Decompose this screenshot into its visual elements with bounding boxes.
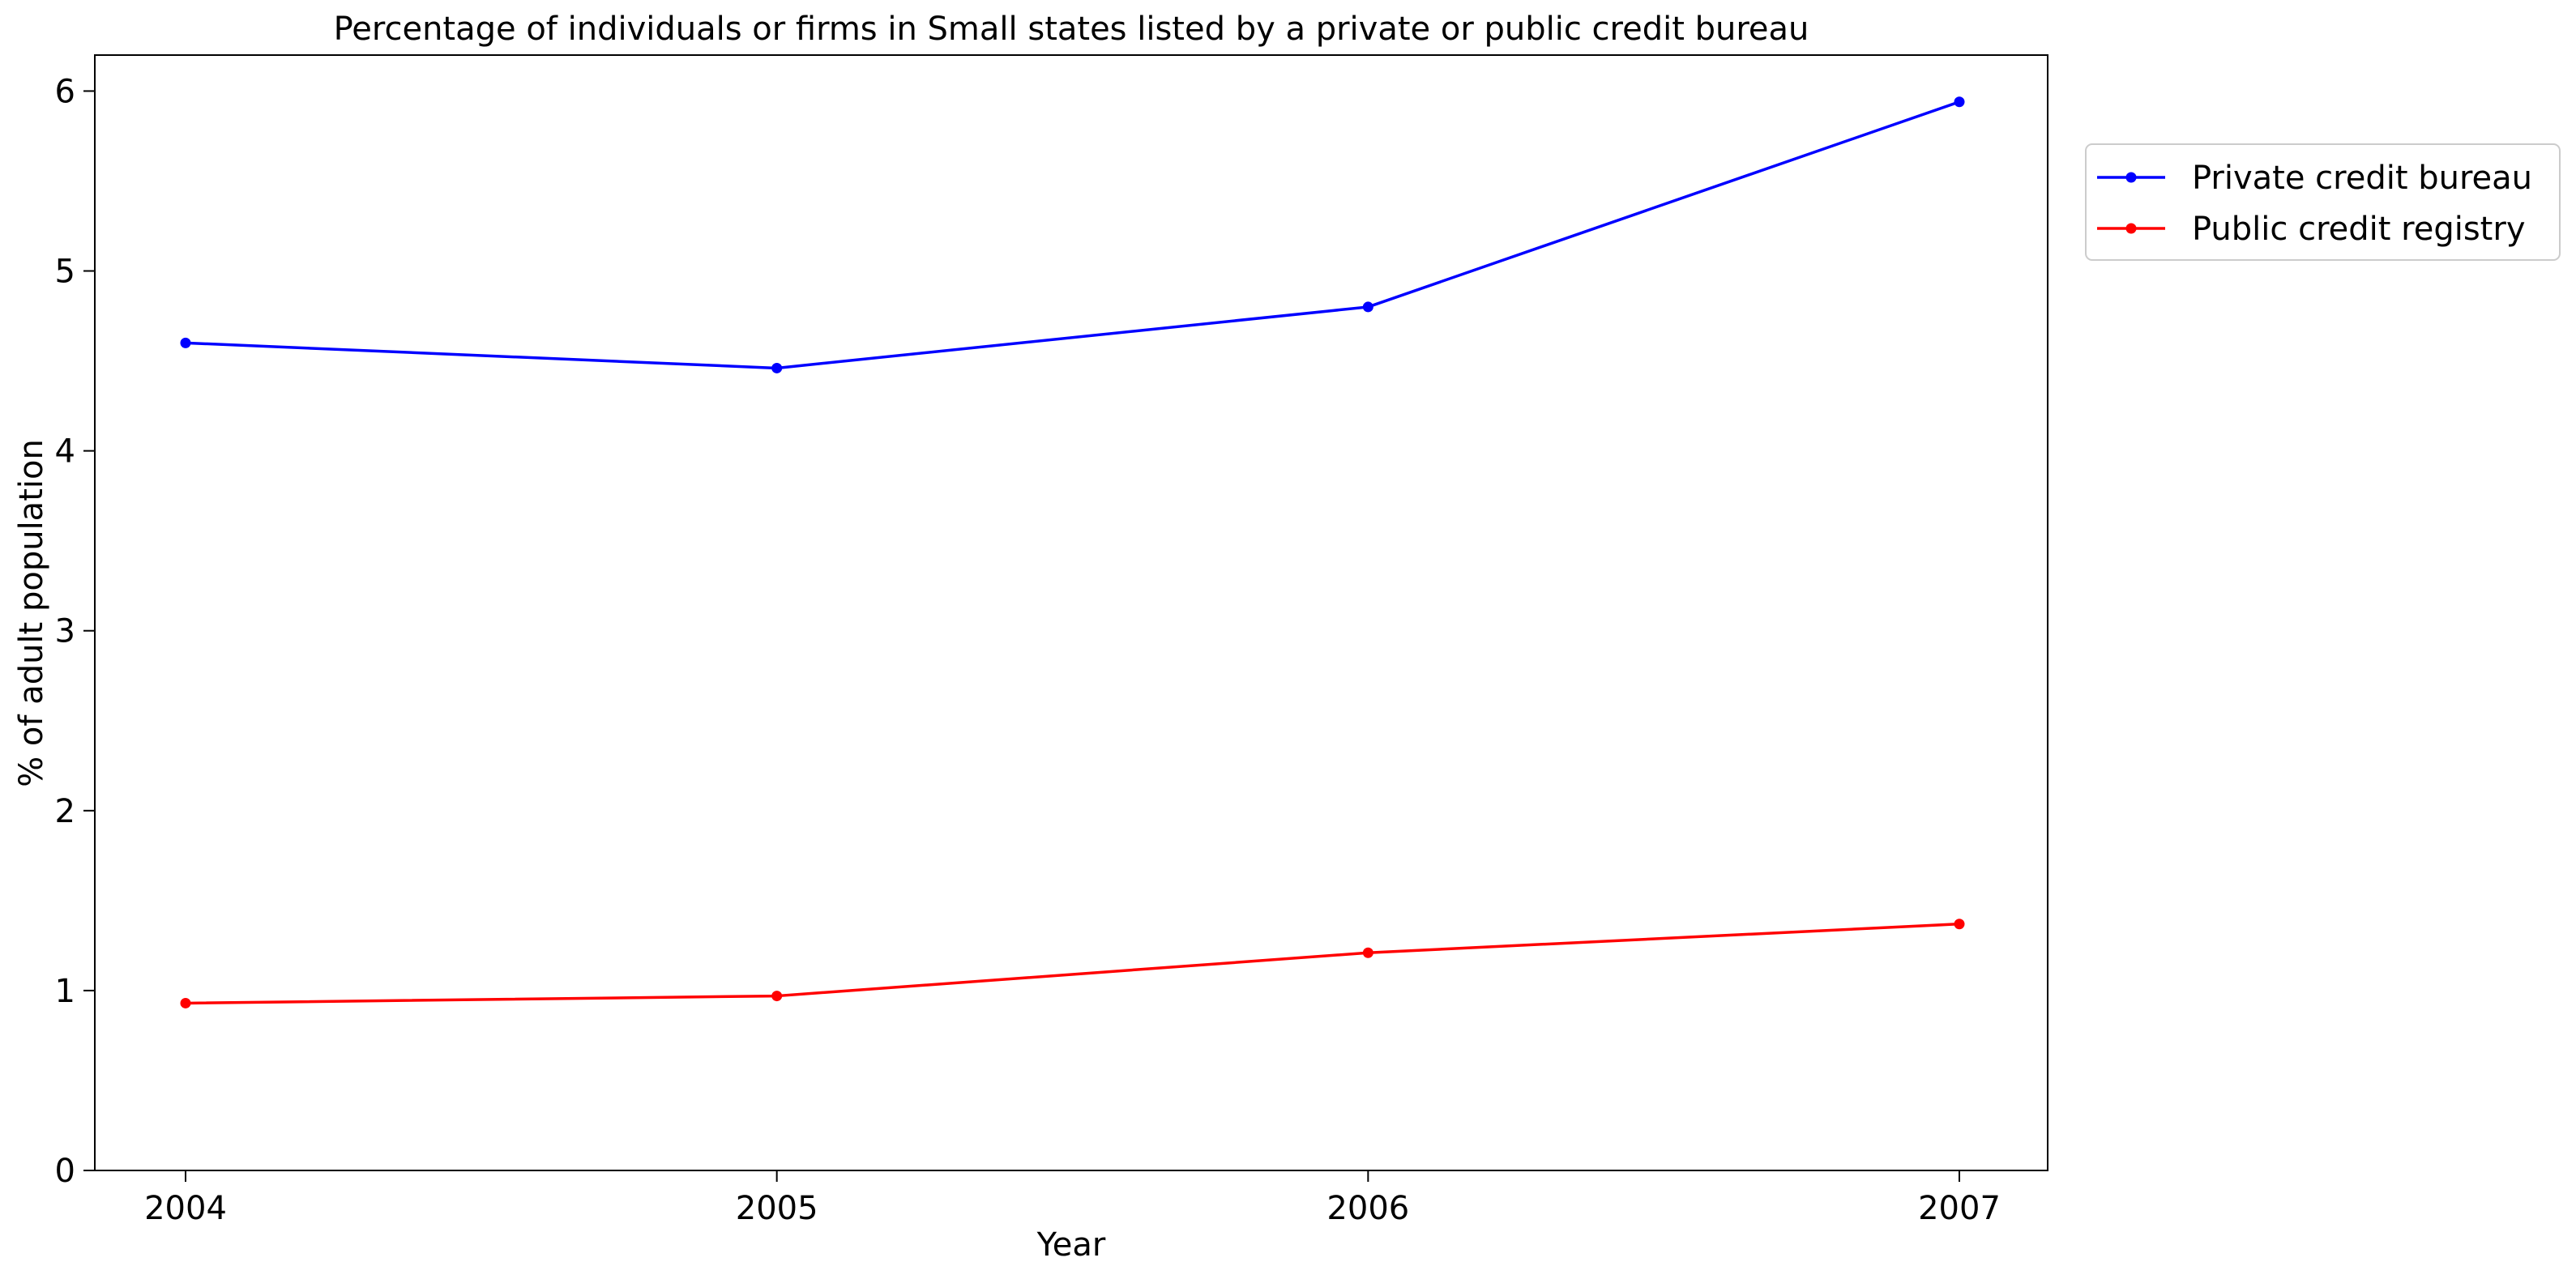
data-point-private-credit-bureau xyxy=(1954,96,1965,108)
x-tick-label: 2005 xyxy=(736,1190,818,1227)
y-axis-label: % of adult population xyxy=(13,439,50,787)
plot-area: 0 1 2 3 4 5 6 2004 2005 2006 2007 xyxy=(55,54,2048,1227)
data-point-private-credit-bureau xyxy=(1362,301,1373,313)
plot-frame xyxy=(94,54,2048,1171)
data-point-public-credit-registry xyxy=(1954,919,1965,930)
data-point-public-credit-registry xyxy=(771,991,783,1002)
y-tick-label: 2 xyxy=(55,793,75,830)
x-tick-label: 2006 xyxy=(1326,1190,1409,1227)
chart-title: Percentage of individuals or firms in Sm… xyxy=(334,11,1809,48)
y-tick-label: 5 xyxy=(55,254,75,291)
data-point-private-credit-bureau xyxy=(771,362,783,373)
legend-marker-public-credit-registry xyxy=(2125,223,2137,234)
data-point-public-credit-registry xyxy=(180,997,191,1008)
legend-marker-private-credit-bureau xyxy=(2125,172,2137,183)
legend-box xyxy=(2085,143,2561,261)
legend-label-private-credit-bureau: Private credit bureau xyxy=(2192,160,2532,197)
x-tick-label: 2004 xyxy=(144,1190,227,1227)
y-tick-label: 4 xyxy=(55,433,75,471)
data-point-public-credit-registry xyxy=(1362,947,1373,958)
x-tick-label: 2007 xyxy=(1918,1190,2001,1227)
series-line-private-credit-bureau xyxy=(185,100,1960,370)
x-axis-label: Year xyxy=(1036,1226,1106,1264)
legend: Private credit bureau Public credit regis… xyxy=(2085,143,2561,261)
y-tick-label: 1 xyxy=(55,973,75,1010)
data-point-private-credit-bureau xyxy=(180,337,191,348)
y-tick-label: 3 xyxy=(55,613,75,650)
y-tick-label: 0 xyxy=(55,1153,75,1190)
legend-label-public-credit-registry: Public credit registry xyxy=(2192,211,2525,248)
y-tick-label: 6 xyxy=(55,73,75,110)
series-line-public-credit-registry xyxy=(185,922,1960,1005)
